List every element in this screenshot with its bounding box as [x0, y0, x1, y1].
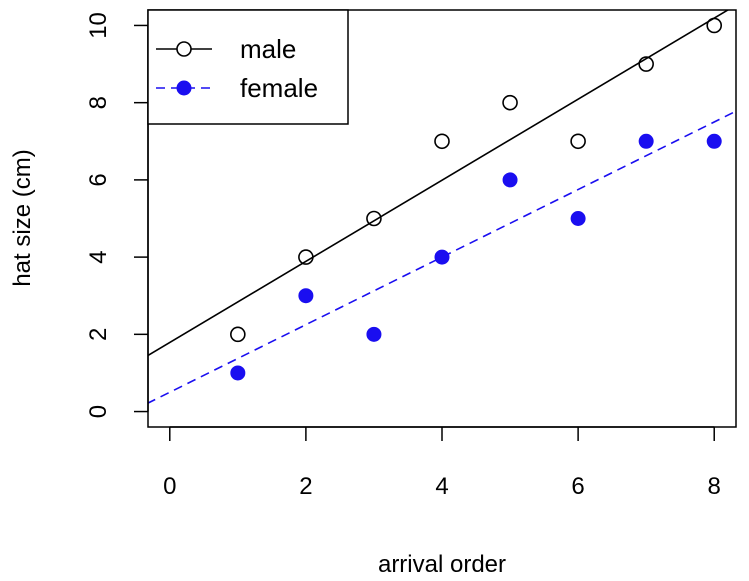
x-tick-label: 0 — [163, 473, 176, 500]
x-tick-label: 2 — [299, 473, 312, 500]
female-point — [434, 249, 450, 265]
female-point — [230, 365, 246, 381]
y-tick-label: 10 — [85, 12, 112, 39]
x-tick-label: 8 — [708, 473, 721, 500]
legend-marker-female — [176, 80, 192, 96]
y-axis: 0 2 4 6 8 10 — [85, 12, 149, 418]
female-point — [298, 288, 314, 304]
male-point — [366, 210, 382, 227]
y-tick-label: 4 — [85, 250, 112, 263]
female-point — [638, 133, 654, 149]
legend: male female — [147, 9, 349, 125]
x-axis-label: arrival order — [378, 551, 506, 578]
x-tick-label: 6 — [571, 473, 584, 500]
male-point — [570, 133, 586, 150]
legend-box — [147, 9, 349, 125]
y-tick-label: 2 — [85, 328, 112, 341]
fit-lines — [148, 10, 736, 404]
data-points — [230, 17, 723, 381]
female-point — [706, 133, 722, 149]
male-point — [434, 133, 450, 150]
y-tick-label: 0 — [85, 405, 112, 418]
male-point — [638, 56, 654, 72]
legend-label-female: female — [240, 73, 318, 103]
y-tick-label: 6 — [85, 173, 112, 186]
y-tick-label: 8 — [85, 96, 112, 109]
male-point — [502, 94, 518, 111]
male-point — [230, 326, 246, 343]
female-point — [502, 172, 518, 188]
x-tick-label: 4 — [435, 473, 448, 500]
legend-marker-male — [176, 41, 192, 57]
male-point — [298, 249, 314, 265]
male-fit-line — [148, 10, 730, 357]
female-point — [570, 211, 586, 226]
legend-label-male: male — [240, 34, 296, 64]
female-point — [366, 326, 382, 342]
y-axis-label: hat size (cm) — [9, 149, 36, 286]
x-axis: 0 2 4 6 8 — [163, 426, 721, 500]
female-fit-line — [148, 110, 736, 404]
male-point — [706, 17, 723, 34]
